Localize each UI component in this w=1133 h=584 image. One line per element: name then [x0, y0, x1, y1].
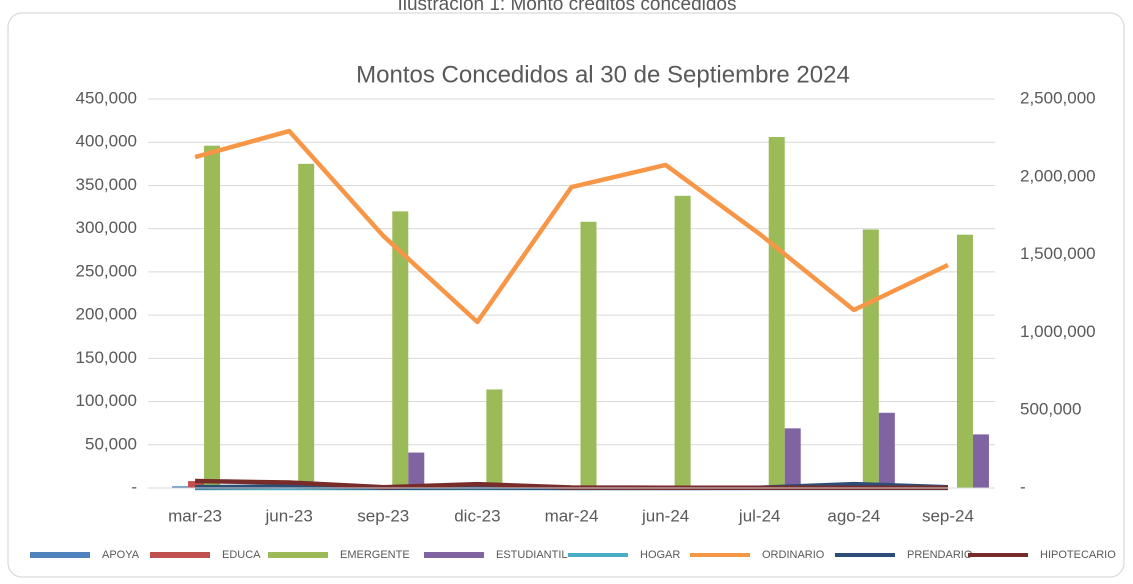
legend-label: HOGAR [640, 549, 680, 561]
bar [580, 221, 597, 489]
bar [784, 428, 801, 488]
legend-label: EMERGENTE [340, 549, 410, 561]
bar [972, 434, 989, 488]
x-tick-label: sep-24 [922, 506, 974, 525]
bar [486, 389, 503, 488]
bar [862, 229, 879, 488]
bar [298, 163, 315, 489]
caption: Ilustración 1: Monto créditos concedidos [397, 0, 736, 15]
legend-label: ORDINARIO [762, 549, 825, 561]
legend-swatch [268, 552, 328, 558]
bar [878, 412, 895, 488]
legend-label: PRENDARIO [907, 549, 973, 561]
legend-label: HIPOTECARIO [1040, 549, 1116, 561]
x-tick-label: jul-24 [738, 506, 781, 525]
y2-tick-label: - [1020, 477, 1026, 496]
x-tick-label: jun-23 [265, 506, 313, 525]
legend-label: EDUCA [222, 549, 261, 561]
chart-frame [7, 12, 1125, 578]
y-tick-label: 450,000 [76, 88, 137, 107]
y-tick-label: 200,000 [76, 305, 137, 324]
y2-tick-label: 2,500,000 [1020, 88, 1096, 107]
y-tick-label: 300,000 [76, 218, 137, 237]
y-tick-label: - [131, 477, 137, 496]
bar [408, 452, 425, 488]
bar [172, 486, 189, 488]
x-tick-label: mar-23 [168, 506, 222, 525]
line [194, 128, 949, 325]
x-tick-label: jun-24 [641, 506, 689, 525]
x-tick-label: ago-24 [827, 506, 880, 525]
bar [956, 234, 973, 488]
chart-title: Montos Concedidos al 30 de Septiembre 20… [356, 61, 850, 88]
y-tick-label: 250,000 [76, 261, 137, 280]
y-tick-label: 100,000 [76, 391, 137, 410]
y-tick-label: 350,000 [76, 175, 137, 194]
y2-tick-label: 2,000,000 [1020, 166, 1096, 185]
x-tick-label: mar-24 [545, 506, 599, 525]
legend-swatch [150, 552, 210, 558]
y-tick-label: 400,000 [76, 132, 137, 151]
bar [674, 195, 691, 488]
y2-tick-label: 500,000 [1020, 400, 1081, 419]
bar [204, 145, 221, 488]
y-tick-label: 50,000 [85, 434, 137, 453]
legend-swatch [424, 552, 484, 558]
bar [188, 481, 205, 488]
y-tick-label: 150,000 [76, 348, 137, 367]
bar [392, 211, 409, 488]
legend-swatch [30, 552, 90, 558]
legend-label: ESTUDIANTIL [496, 549, 568, 561]
bar [768, 137, 785, 488]
y2-tick-label: 1,000,000 [1020, 322, 1096, 341]
legend-label: APOYA [102, 549, 140, 561]
y2-tick-label: 1,500,000 [1020, 244, 1096, 263]
x-tick-label: dic-23 [454, 506, 500, 525]
x-tick-label: sep-23 [357, 506, 409, 525]
